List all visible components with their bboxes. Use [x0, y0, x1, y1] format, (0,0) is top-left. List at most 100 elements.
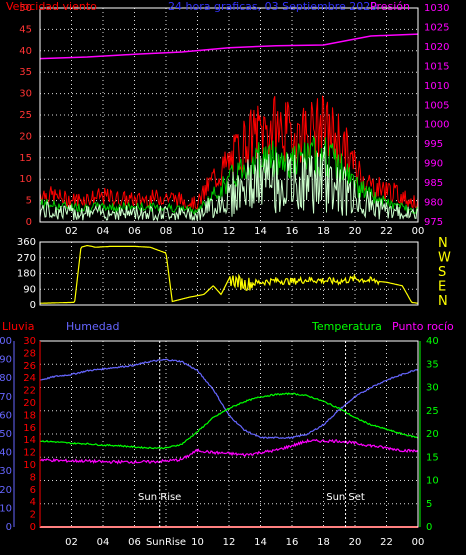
humidity-tick-label: 0: [6, 522, 12, 533]
x-tick-label: 10: [191, 537, 204, 548]
humidity-tick-label: 30: [0, 466, 12, 477]
humidity-tick-label: 20: [0, 485, 12, 496]
x-tick-label: 12: [223, 226, 236, 237]
rain-tick-label: 4: [30, 497, 36, 508]
x-tick-label: 04: [97, 537, 110, 548]
left-axis-title: Velocidad viento: [6, 0, 97, 13]
rain-tick-label: 14: [23, 435, 36, 446]
wind-speed-series: [39, 146, 419, 222]
rain-tick-label: 22: [23, 386, 36, 397]
dew-point-label: Punto rocío: [392, 320, 454, 333]
x-tick-label: 06: [128, 226, 141, 237]
x-tick-label: 02: [65, 226, 78, 237]
humidity-tick-label: 60: [0, 410, 12, 421]
humidity-tick-label: 90: [0, 355, 12, 366]
humidity-series: [39, 358, 419, 440]
humidity-tick-label: 100: [0, 336, 12, 347]
direction-tick-label: 0: [30, 300, 36, 311]
sunset-annotation: Sun Set: [326, 492, 365, 503]
x-tick-label: 18: [317, 537, 330, 548]
rain-tick-label: 2: [30, 510, 36, 521]
x-tick-label: SunRise: [146, 537, 186, 548]
left-tick-label: 15: [19, 153, 32, 164]
right-tick-label: 1005: [424, 100, 449, 111]
mid-frame: [39, 241, 419, 306]
left-tick-label: 25: [19, 110, 32, 121]
wind-direction-series: [39, 245, 419, 304]
x-tick-label: 06: [128, 537, 141, 548]
right-tick-label: 985: [424, 178, 443, 189]
humidity-tick-label: 40: [0, 448, 12, 459]
left-tick-label: 20: [19, 131, 32, 142]
rain-tick-label: 10: [23, 460, 36, 471]
right-tick-label: 1030: [424, 3, 449, 14]
direction-tick-label: 270: [17, 253, 36, 264]
left-tick-label: 40: [19, 46, 32, 57]
x-tick-label: 04: [97, 226, 110, 237]
temperature-tick-label: 5: [426, 499, 432, 510]
x-tick-label: 22: [380, 226, 393, 237]
x-tick-label: 08: [160, 226, 173, 237]
wind-gust-series: [39, 95, 419, 210]
x-tick-label: 14: [254, 537, 267, 548]
temperature-tick-label: 0: [426, 522, 432, 533]
x-tick-label: 22: [380, 537, 393, 548]
x-tick-label: 02: [65, 537, 78, 548]
humidity-tick-label: 80: [0, 373, 12, 384]
sunrise-annotation: Sun Rise: [138, 492, 181, 503]
compass-label: E: [438, 280, 446, 295]
dew-point-series: [39, 438, 419, 465]
direction-tick-label: 90: [23, 284, 36, 295]
compass-label: S: [438, 265, 446, 280]
humidity-tick-label: 70: [0, 392, 12, 403]
left-tick-label: 10: [19, 174, 32, 185]
right-tick-label: 1020: [424, 42, 449, 53]
temperature-tick-label: 15: [426, 452, 439, 463]
direction-tick-label: 360: [17, 237, 36, 248]
rain-tick-label: 0: [30, 522, 36, 533]
chart-title: 24 hora graficas, 03 Septiembre 2020: [168, 0, 377, 13]
compass-label: W: [438, 251, 451, 266]
left-tick-label: 45: [19, 24, 32, 35]
compass-label: N: [438, 294, 448, 309]
rain-tick-label: 30: [23, 336, 36, 347]
temperature-tick-label: 25: [426, 406, 439, 417]
left-tick-label: 5: [26, 196, 32, 207]
temperature-label: Temperatura: [311, 320, 382, 333]
x-tick-label: 14: [254, 226, 267, 237]
right-tick-label: 990: [424, 159, 443, 170]
temperature-tick-label: 30: [426, 383, 439, 394]
left-tick-label: 35: [19, 67, 32, 78]
right-tick-label: 980: [424, 198, 443, 209]
humidity-label: Humedad: [66, 320, 119, 333]
left-tick-label: 50: [19, 3, 32, 14]
temperature-tick-label: 20: [426, 429, 439, 440]
left-tick-label: 30: [19, 89, 32, 100]
compass-label: N: [438, 236, 448, 251]
temperature-series: [39, 392, 419, 450]
rain-tick-label: 24: [23, 373, 36, 384]
rain-tick-label: 6: [30, 485, 36, 496]
x-tick-label: 12: [223, 537, 236, 548]
right-tick-label: 1000: [424, 120, 449, 131]
right-tick-label: 995: [424, 139, 443, 150]
temperature-tick-label: 10: [426, 476, 439, 487]
x-tick-label: 20: [349, 226, 362, 237]
rain-tick-label: 18: [23, 410, 36, 421]
rain-tick-label: 16: [23, 423, 36, 434]
right-tick-label: 1015: [424, 61, 449, 72]
x-tick-label: 16: [286, 537, 299, 548]
temperature-tick-label: 40: [426, 336, 439, 347]
humidity-tick-label: 10: [0, 503, 12, 514]
rain-tick-label: 8: [30, 472, 36, 483]
right-tick-label: 975: [424, 217, 443, 228]
pressure-series: [39, 33, 419, 60]
x-tick-label: 20: [349, 537, 362, 548]
left-tick-label: 0: [26, 217, 32, 228]
x-tick-label: 16: [286, 226, 299, 237]
top-frame: [39, 7, 419, 223]
x-tick-label: 00: [412, 537, 425, 548]
x-tick-label: 00: [412, 226, 425, 237]
right-axis-title: Presión: [370, 0, 410, 13]
humidity-tick-label: 50: [0, 429, 12, 440]
